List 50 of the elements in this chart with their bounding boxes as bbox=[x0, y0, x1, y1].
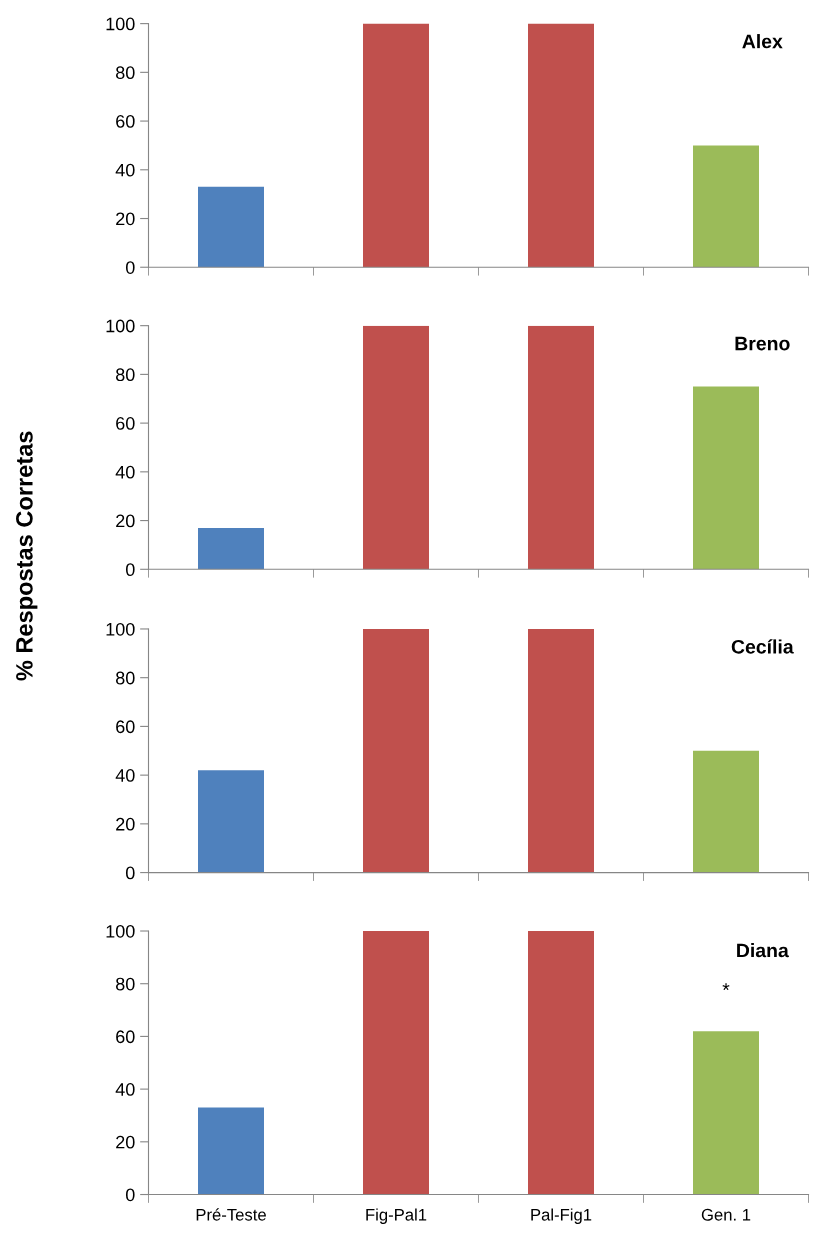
chart-title: Alex bbox=[742, 34, 783, 49]
y-tick-label: 20 bbox=[116, 1135, 135, 1149]
y-tick-label: 100 bbox=[106, 622, 135, 636]
y-tick-label: 60 bbox=[116, 417, 135, 430]
bar bbox=[198, 186, 264, 268]
y-tick-label: 40 bbox=[115, 769, 135, 782]
y-tick-label: 0 bbox=[125, 563, 135, 577]
y-tick-label: 20 bbox=[116, 817, 135, 831]
y-tick-label: 80 bbox=[116, 671, 135, 685]
bar bbox=[363, 23, 429, 268]
chart-title: Breno bbox=[735, 336, 790, 351]
y-tick-label: 20 bbox=[116, 514, 135, 528]
bar bbox=[693, 386, 759, 570]
y-tick-label: 40 bbox=[115, 465, 135, 479]
y-tick-label: 40 bbox=[115, 163, 135, 177]
y-tick-label: 60 bbox=[116, 720, 135, 734]
bar bbox=[693, 145, 759, 268]
y-tick-label: 60 bbox=[116, 1030, 135, 1044]
x-tick-label: Gen. 1 bbox=[701, 1208, 751, 1221]
y-tick-label: 60 bbox=[116, 115, 135, 128]
bar bbox=[693, 1031, 759, 1195]
y-tick-label: 80 bbox=[116, 977, 135, 991]
bar bbox=[363, 325, 429, 570]
chart-title: Cecília bbox=[731, 639, 794, 654]
y-tick-label: 0 bbox=[125, 1188, 135, 1202]
y-tick-label: 100 bbox=[106, 924, 135, 938]
y-axis-title: % Respostas Corretas bbox=[16, 431, 38, 681]
y-tick-label: 0 bbox=[125, 261, 135, 274]
y-tick-label: 100 bbox=[106, 17, 135, 31]
annotation: * bbox=[722, 983, 730, 991]
y-tick-label: 80 bbox=[116, 368, 135, 382]
y-tick-label: 40 bbox=[115, 1083, 135, 1096]
bar bbox=[198, 1107, 264, 1195]
bar bbox=[693, 750, 759, 873]
bar bbox=[198, 527, 264, 570]
bar bbox=[198, 770, 264, 873]
bar bbox=[528, 23, 594, 268]
y-tick-label: 100 bbox=[106, 319, 135, 333]
chart-title: Diana bbox=[737, 943, 789, 958]
y-tick-label: 80 bbox=[116, 66, 135, 80]
x-tick-label: Fig-Pal1 bbox=[366, 1208, 427, 1224]
x-tick-label: Pal-Fig1 bbox=[531, 1208, 592, 1224]
bar bbox=[363, 628, 429, 873]
x-tick-label: Pré-Teste bbox=[196, 1208, 266, 1221]
bar bbox=[528, 931, 594, 1195]
y-tick-label: 20 bbox=[116, 212, 135, 226]
bar bbox=[528, 628, 594, 873]
y-tick-label: 0 bbox=[125, 866, 135, 880]
bar bbox=[528, 325, 594, 570]
bar bbox=[363, 931, 429, 1195]
